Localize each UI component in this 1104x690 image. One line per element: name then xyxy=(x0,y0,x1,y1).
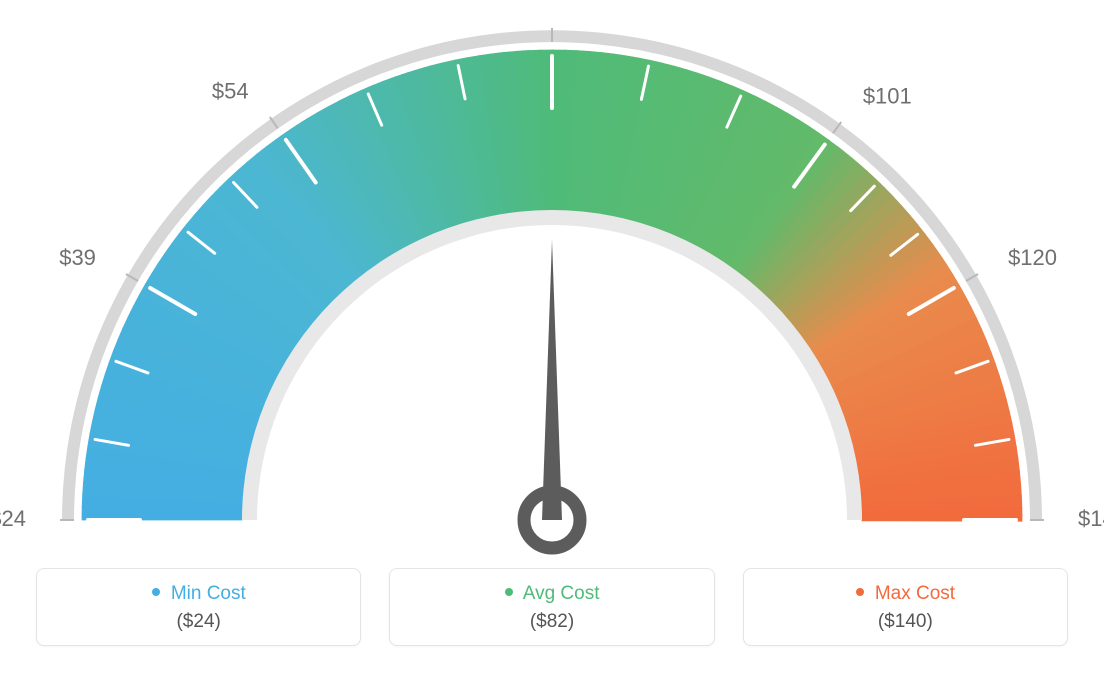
gauge-needle xyxy=(542,240,562,520)
legend-avg-value: ($82) xyxy=(390,611,713,633)
dot-icon xyxy=(505,588,513,596)
legend-min-label-text: Min Cost xyxy=(171,583,246,604)
gauge-tick-label: $39 xyxy=(59,245,96,270)
legend-avg-label-text: Avg Cost xyxy=(523,583,600,604)
legend-card-min: Min Cost ($24) xyxy=(36,568,361,646)
dot-icon xyxy=(152,588,160,596)
legend-max-value: ($140) xyxy=(744,611,1067,633)
gauge-chart: $24$39$54$82$101$120$140 xyxy=(0,0,1104,560)
gauge-tick-label: $54 xyxy=(212,78,249,103)
gauge-tick-label: $140 xyxy=(1078,506,1104,531)
legend-card-avg: Avg Cost ($82) xyxy=(389,568,714,646)
legend-min-label: Min Cost xyxy=(37,583,360,605)
legend-card-max: Max Cost ($140) xyxy=(743,568,1068,646)
dot-icon xyxy=(856,588,864,596)
gauge-tick-label: $120 xyxy=(1008,245,1057,270)
gauge-svg: $24$39$54$82$101$120$140 xyxy=(0,0,1104,560)
legend-max-label: Max Cost xyxy=(744,583,1067,605)
gauge-tick-label: $101 xyxy=(863,84,912,109)
legend-row: Min Cost ($24) Avg Cost ($82) Max Cost (… xyxy=(0,568,1104,646)
legend-max-label-text: Max Cost xyxy=(875,583,955,604)
gauge-tick-label: $24 xyxy=(0,506,26,531)
legend-min-value: ($24) xyxy=(37,611,360,633)
legend-avg-label: Avg Cost xyxy=(390,583,713,605)
